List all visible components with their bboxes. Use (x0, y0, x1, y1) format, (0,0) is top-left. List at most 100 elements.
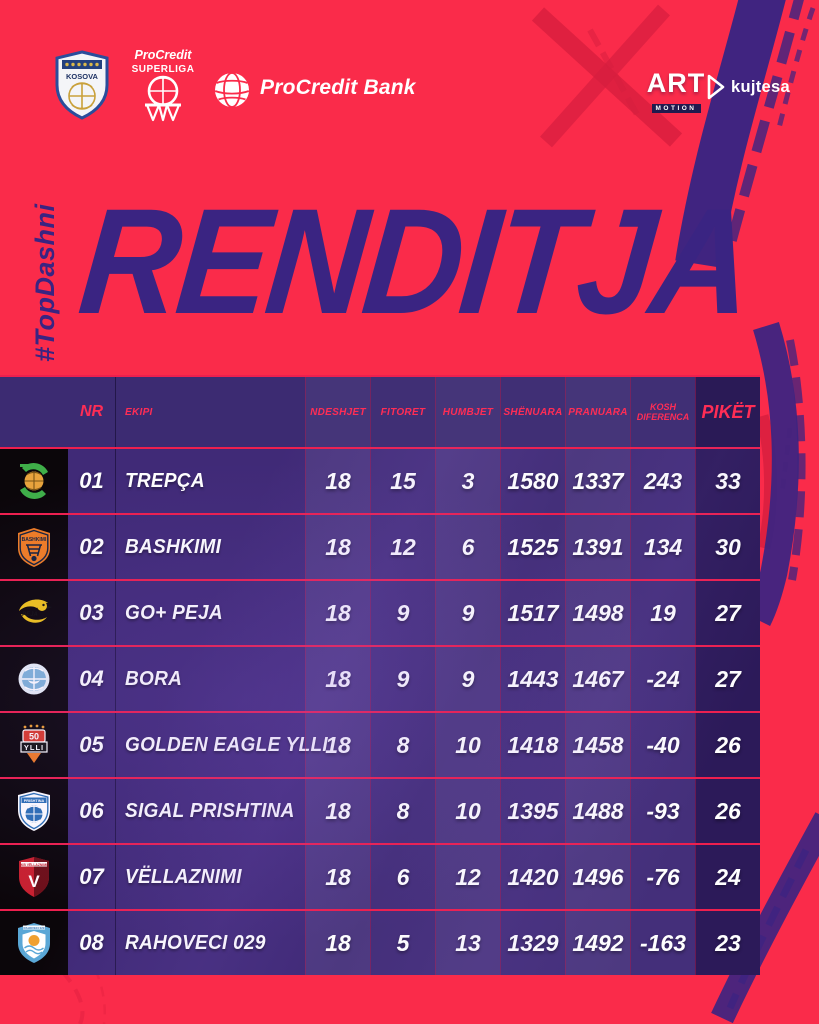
table-header-row: NR EKIPI NDESHJET FITORET HUMBJET SHËNUA… (0, 377, 760, 447)
kosova-federation-logo: KOSOVA (55, 50, 109, 120)
column-header-piket: PIKËT (695, 377, 760, 447)
stat-humbjet: 3 (435, 449, 500, 513)
table-row: PEJA 03 GO+ PEJA 18 9 9 1517 1498 19 27 (0, 579, 760, 645)
svg-text:PRISHTINA: PRISHTINA (24, 799, 45, 803)
art-motion-logo: ART MOTION (641, 70, 711, 115)
stat-piket: 30 (695, 515, 760, 579)
stat-kosh: -40 (630, 713, 695, 777)
stat-kosh: -93 (630, 779, 695, 843)
stat-kosh: -163 (630, 911, 695, 975)
peja-logo: PEJA (11, 590, 57, 636)
stat-shenuara: 1418 (500, 713, 565, 777)
stat-kosh: -24 (630, 647, 695, 711)
stat-fitoret: 8 (370, 713, 435, 777)
svg-text:KB VËLLAZNIMI: KB VËLLAZNIMI (21, 863, 47, 867)
rahoveci-029-logo: RAHOVECI 029 (11, 920, 57, 966)
kujtesa-logo: kujtesa (706, 74, 790, 100)
stat-fitoret: 6 (370, 845, 435, 909)
team-logo-cell: PRISHTINA (0, 779, 68, 843)
svg-text:PEJA: PEJA (22, 612, 38, 618)
stat-ndeshjet: 18 (305, 911, 370, 975)
stat-fitoret: 9 (370, 581, 435, 645)
table-body: 01 TREPÇA 18 15 3 1580 1337 243 33 BASHKIMI 02 … (0, 447, 760, 975)
stat-piket: 23 (695, 911, 760, 975)
stat-piket: 27 (695, 581, 760, 645)
stat-kosh: -76 (630, 845, 695, 909)
rank-number: 03 (79, 600, 104, 625)
stat-humbjet: 6 (435, 515, 500, 579)
stat-piket: 27 (695, 647, 760, 711)
sponsor-logo-bar: KOSOVA ProCredit SUPERLIGA (0, 0, 819, 140)
table-row: PRISHTINA 06 SIGAL PRISHTINA 18 8 10 1395 148… (0, 777, 760, 843)
bashkimi-logo: BASHKIMI (11, 524, 57, 570)
svg-text:V: V (28, 872, 40, 891)
stat-shenuara: 1420 (500, 845, 565, 909)
team-logo-cell: RAHOVECI 029 (0, 911, 68, 975)
rank-number: 05 (79, 732, 104, 757)
stat-fitoret: 12 (370, 515, 435, 579)
stat-humbjet: 9 (435, 581, 500, 645)
superliga-line2: SUPERLIGA (132, 64, 195, 75)
stat-ndeshjet: 18 (305, 515, 370, 579)
team-name: TREPÇA (115, 449, 305, 513)
stat-humbjet: 12 (435, 845, 500, 909)
column-header-shenuara: SHËNUARA (500, 377, 565, 447)
trepca-logo (11, 458, 57, 504)
team-logo-cell: KB VËLLAZNIMI V (0, 845, 68, 909)
page-title: RENDITJA (73, 177, 758, 345)
stat-humbjet: 10 (435, 779, 500, 843)
stat-pranuara: 1467 (565, 647, 630, 711)
stat-ndeshjet: 18 (305, 713, 370, 777)
table-row: 50 YLLI 05 GOLDEN EAGLE YLLI 18 8 10 1418 145… (0, 711, 760, 777)
stat-shenuara: 1443 (500, 647, 565, 711)
column-header-fitoret: FITORET (370, 377, 435, 447)
svg-text:BASHKIMI: BASHKIMI (22, 537, 47, 543)
stat-ndeshjet: 18 (305, 779, 370, 843)
svg-text:RAHOVECI 029: RAHOVECI 029 (24, 926, 45, 930)
stat-ndeshjet: 18 (305, 647, 370, 711)
stat-pranuara: 1496 (565, 845, 630, 909)
team-name: BASHKIMI (115, 515, 305, 579)
team-name: RAHOVECI 029 (115, 911, 305, 975)
team-logo-cell (0, 449, 68, 513)
team-logo-cell: PEJA (0, 581, 68, 645)
stat-kosh: 134 (630, 515, 695, 579)
column-header-ndeshjet: NDESHJET (305, 377, 370, 447)
superliga-line1: ProCredit (135, 48, 193, 62)
table-row: 04 BORA 18 9 9 1443 1467 -24 27 (0, 645, 760, 711)
header-logo-spacer (0, 377, 68, 447)
stat-pranuara: 1391 (565, 515, 630, 579)
stat-ndeshjet: 18 (305, 581, 370, 645)
table-row: BASHKIMI 02 BASHKIMI 18 12 6 1525 1391 134 30 (0, 513, 760, 579)
kujtesa-wordmark: kujtesa (731, 77, 790, 96)
stat-shenuara: 1517 (500, 581, 565, 645)
stat-pranuara: 1488 (565, 779, 630, 843)
table-row: 01 TREPÇA 18 15 3 1580 1337 243 33 (0, 447, 760, 513)
stat-kosh: 19 (630, 581, 695, 645)
art-motion-subtext: MOTION (651, 104, 701, 113)
team-logo-cell (0, 647, 68, 711)
column-header-kosh-diferenca: KOSH DIFERENCA (630, 377, 695, 447)
procredit-bank-globe-icon (214, 72, 250, 108)
stat-humbjet: 9 (435, 647, 500, 711)
stat-pranuara: 1498 (565, 581, 630, 645)
stat-shenuara: 1329 (500, 911, 565, 975)
stat-ndeshjet: 18 (305, 449, 370, 513)
stat-fitoret: 8 (370, 779, 435, 843)
team-name: SIGAL PRISHTINA (115, 779, 305, 843)
team-logo-cell: BASHKIMI (0, 515, 68, 579)
svg-text:YLLI: YLLI (24, 743, 44, 752)
team-logo-cell: 50 YLLI (0, 713, 68, 777)
standings-table: NR EKIPI NDESHJET FITORET HUMBJET SHËNUA… (0, 375, 760, 975)
stat-pranuara: 1458 (565, 713, 630, 777)
rank-number: 07 (79, 864, 104, 889)
team-name: VËLLAZNIMI (115, 845, 305, 909)
stat-shenuara: 1395 (500, 779, 565, 843)
stat-pranuara: 1492 (565, 911, 630, 975)
stat-piket: 26 (695, 779, 760, 843)
team-name: BORA (115, 647, 305, 711)
stat-humbjet: 10 (435, 713, 500, 777)
stat-shenuara: 1580 (500, 449, 565, 513)
procredit-bank-wordmark: ProCredit Bank (260, 76, 416, 99)
